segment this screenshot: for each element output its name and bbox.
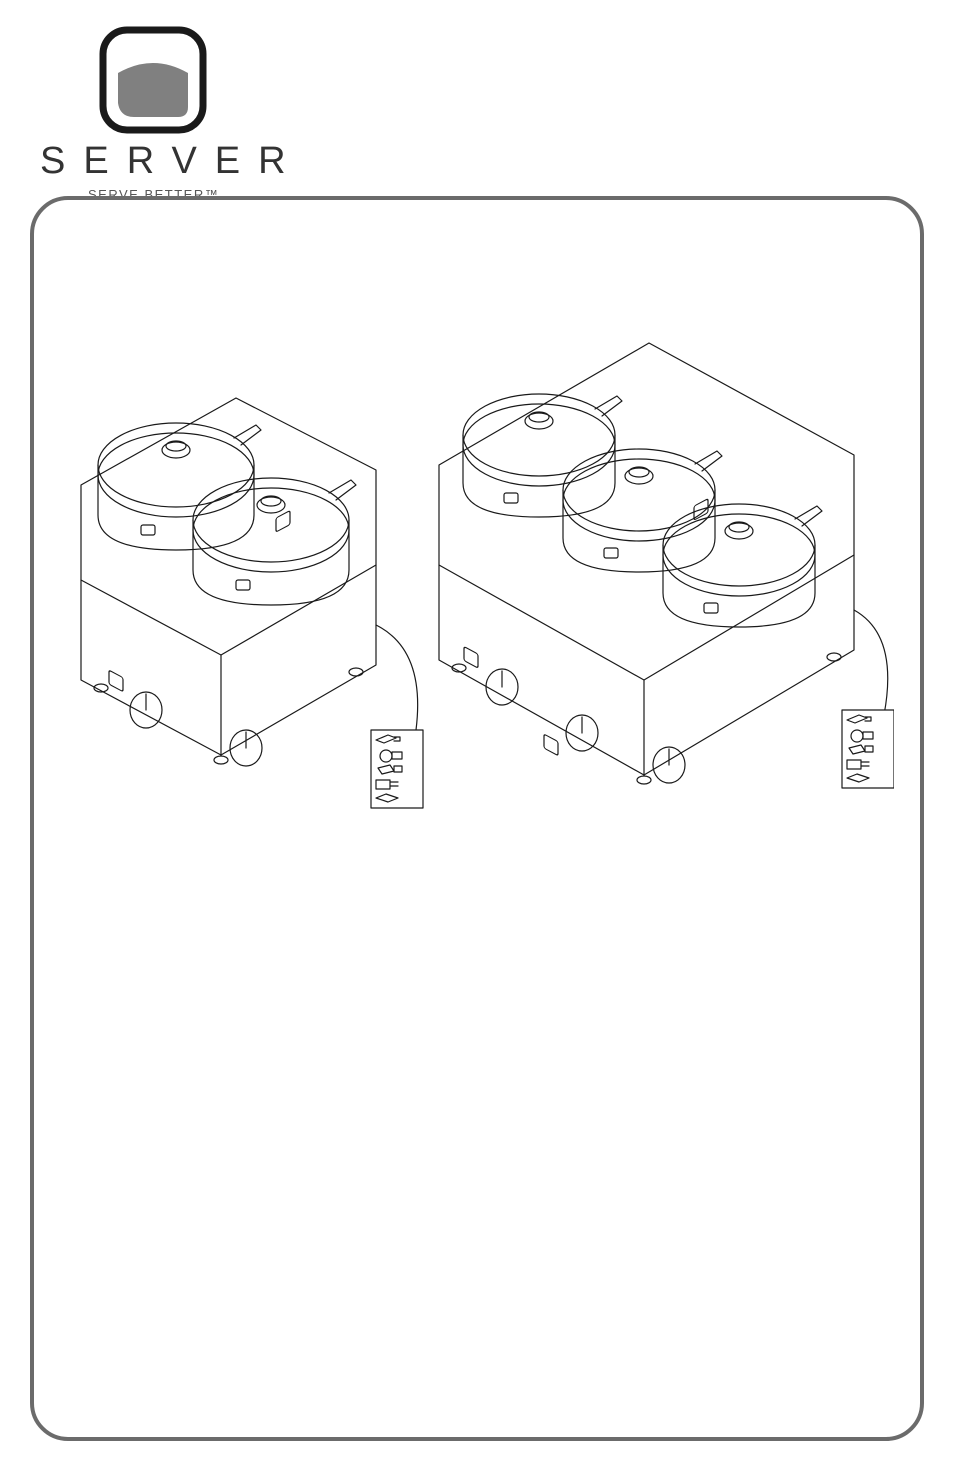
twin-warmer-svg (56, 290, 436, 810)
pot-1 (98, 423, 261, 550)
twin-warmer-illustration (56, 290, 436, 810)
triple-warmer-svg (414, 255, 894, 815)
dial-1 (464, 647, 518, 705)
brand-header: SERVER SERVE BETTER™ (40, 25, 304, 202)
plug-options-inset (842, 710, 894, 788)
dial-2 (230, 511, 290, 766)
triple-warmer-illustration (414, 255, 894, 815)
content-frame (30, 196, 924, 1441)
dial-3 (653, 499, 708, 783)
brand-name: SERVER (40, 140, 304, 183)
server-logo-icon (98, 25, 208, 135)
brand-logo-mark (98, 25, 208, 135)
pot-2 (193, 478, 356, 605)
dial-2 (544, 715, 598, 756)
